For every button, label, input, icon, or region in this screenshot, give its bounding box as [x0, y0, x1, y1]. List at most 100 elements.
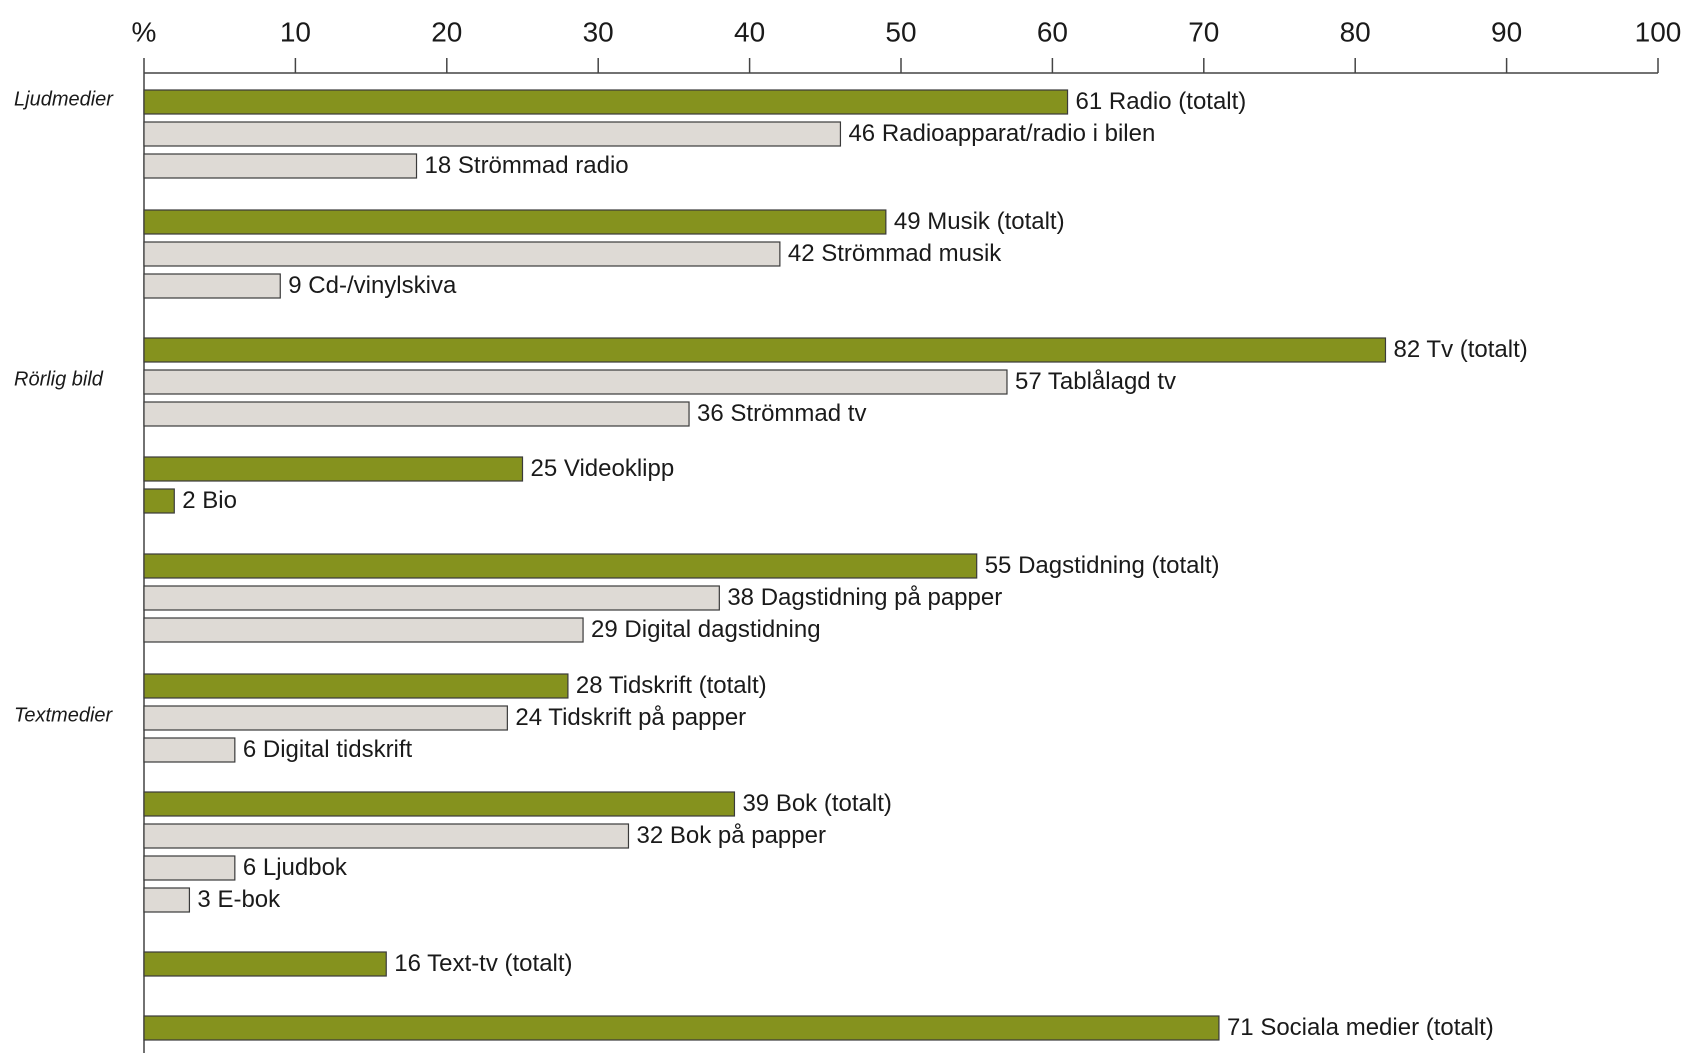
bar-value: 55 — [985, 552, 1012, 579]
bar-label: 32 Bok på papper — [636, 822, 826, 849]
bar-2 — [143, 153, 418, 179]
bar-category: Radioapparat/radio i bilen — [882, 120, 1156, 147]
bar-value: 6 — [243, 854, 256, 881]
bar-1 — [143, 121, 842, 147]
bar-label: 3 E-bok — [197, 886, 281, 913]
bar-label: 6 Digital tidskrift — [243, 736, 413, 763]
bar-0 — [143, 89, 1069, 115]
bar-category: Digital tidskrift — [263, 736, 413, 763]
bar-label: 29 Digital dagstidning — [591, 616, 821, 643]
bar-8 — [143, 401, 690, 427]
bar-value: 29 — [591, 616, 618, 643]
bar-20 — [143, 887, 191, 913]
x-tick-label: 70 — [1188, 16, 1219, 47]
bar-5 — [143, 273, 281, 299]
bar-10 — [143, 488, 175, 514]
bar-label: 28 Tidskrift (totalt) — [576, 672, 767, 699]
x-tick-label: 90 — [1491, 16, 1522, 47]
bar-19 — [143, 855, 236, 881]
bar-value: 16 — [394, 950, 421, 977]
bar-value: 6 — [243, 736, 256, 763]
bar-value: 71 — [1227, 1014, 1254, 1041]
bar-category: Radio (totalt) — [1109, 88, 1246, 115]
bar-category: Tv (totalt) — [1426, 336, 1527, 363]
bar-label: 25 Videoklipp — [531, 455, 675, 482]
bar-value: 38 — [727, 584, 754, 611]
bar-label: 24 Tidskrift på papper — [515, 704, 746, 731]
bar-category: Videoklipp — [564, 455, 674, 482]
x-tick-label: 40 — [734, 16, 765, 47]
bar-21 — [143, 951, 387, 977]
bar-15 — [143, 705, 508, 731]
bar-label: 36 Strömmad tv — [697, 400, 866, 427]
bar-category: Strömmad musik — [821, 240, 1002, 267]
bar-label: 39 Bok (totalt) — [742, 790, 891, 817]
bar-category: Bok (totalt) — [776, 790, 892, 817]
bar-value: 9 — [288, 272, 301, 299]
bar-value: 24 — [515, 704, 542, 731]
group-label: Ljudmedier — [14, 88, 114, 110]
bar-18 — [143, 823, 630, 849]
bar-category: Dagstidning på papper — [761, 584, 1003, 611]
bar-value: 82 — [1393, 336, 1420, 363]
bar-3 — [143, 209, 887, 235]
bar-value: 28 — [576, 672, 603, 699]
x-tick-label: 50 — [885, 16, 916, 47]
bar-value: 3 — [197, 886, 210, 913]
bar-label: 18 Strömmad radio — [425, 152, 629, 179]
x-tick-label: 30 — [583, 16, 614, 47]
bar-category: Tidskrift (totalt) — [609, 672, 767, 699]
bar-label: 55 Dagstidning (totalt) — [985, 552, 1220, 579]
bar-label: 6 Ljudbok — [243, 854, 348, 881]
bar-12 — [143, 585, 720, 611]
bar-category: Bio — [202, 487, 237, 514]
x-tick-label: 100 — [1635, 16, 1682, 47]
bar-label: 16 Text-tv (totalt) — [394, 950, 572, 977]
bar-7 — [143, 369, 1008, 395]
bar-category: Cd-/vinylskiva — [308, 272, 457, 299]
x-tick-label: 10 — [280, 16, 311, 47]
bar-value: 42 — [788, 240, 815, 267]
bar-label: 9 Cd-/vinylskiva — [288, 272, 457, 299]
bar-value: 61 — [1076, 88, 1103, 115]
bar-category: Tablålagd tv — [1048, 368, 1176, 395]
bar-category: E-bok — [217, 886, 281, 913]
bar-4 — [143, 241, 781, 267]
bar-value: 57 — [1015, 368, 1042, 395]
bar-category: Bok på papper — [670, 822, 826, 849]
bar-13 — [143, 617, 584, 643]
x-axis: % 10 20 30 40 50 60 70 80 90 100 — [132, 16, 1682, 1053]
group-labels: Ljudmedier Rörlig bild Textmedier — [14, 88, 114, 726]
bar-category: Text-tv (totalt) — [427, 950, 572, 977]
bar-label: 82 Tv (totalt) — [1393, 336, 1527, 363]
bar-value: 36 — [697, 400, 724, 427]
bar-value: 25 — [531, 455, 558, 482]
bar-value: 39 — [742, 790, 769, 817]
group-label: Rörlig bild — [14, 368, 104, 390]
bar-16 — [143, 737, 236, 763]
bar-14 — [143, 673, 569, 699]
bar-category: Ljudbok — [263, 854, 348, 881]
bar-22 — [143, 1015, 1220, 1041]
x-tick-label: 80 — [1340, 16, 1371, 47]
bar-value: 2 — [182, 487, 195, 514]
bar-category: Tidskrift på papper — [548, 704, 746, 731]
bar-value: 46 — [848, 120, 875, 147]
bar-value: 32 — [636, 822, 663, 849]
bar-label: 42 Strömmad musik — [788, 240, 1002, 267]
bar-label: 49 Musik (totalt) — [894, 208, 1065, 235]
x-tick-label: 20 — [431, 16, 462, 47]
bar-category: Dagstidning (totalt) — [1018, 552, 1219, 579]
bars — [143, 89, 1387, 1041]
x-axis-unit-label: % — [132, 16, 157, 47]
bar-category: Musik (totalt) — [927, 208, 1064, 235]
bar-6 — [143, 337, 1387, 363]
bar-17 — [143, 791, 736, 817]
bar-category: Digital dagstidning — [624, 616, 820, 643]
bar-label: 61 Radio (totalt) — [1076, 88, 1247, 115]
bar-label: 46 Radioapparat/radio i bilen — [848, 120, 1155, 147]
bar-value: 49 — [894, 208, 921, 235]
bar-label: 71 Sociala medier (totalt) — [1227, 1014, 1494, 1041]
x-tick-label: 60 — [1037, 16, 1068, 47]
